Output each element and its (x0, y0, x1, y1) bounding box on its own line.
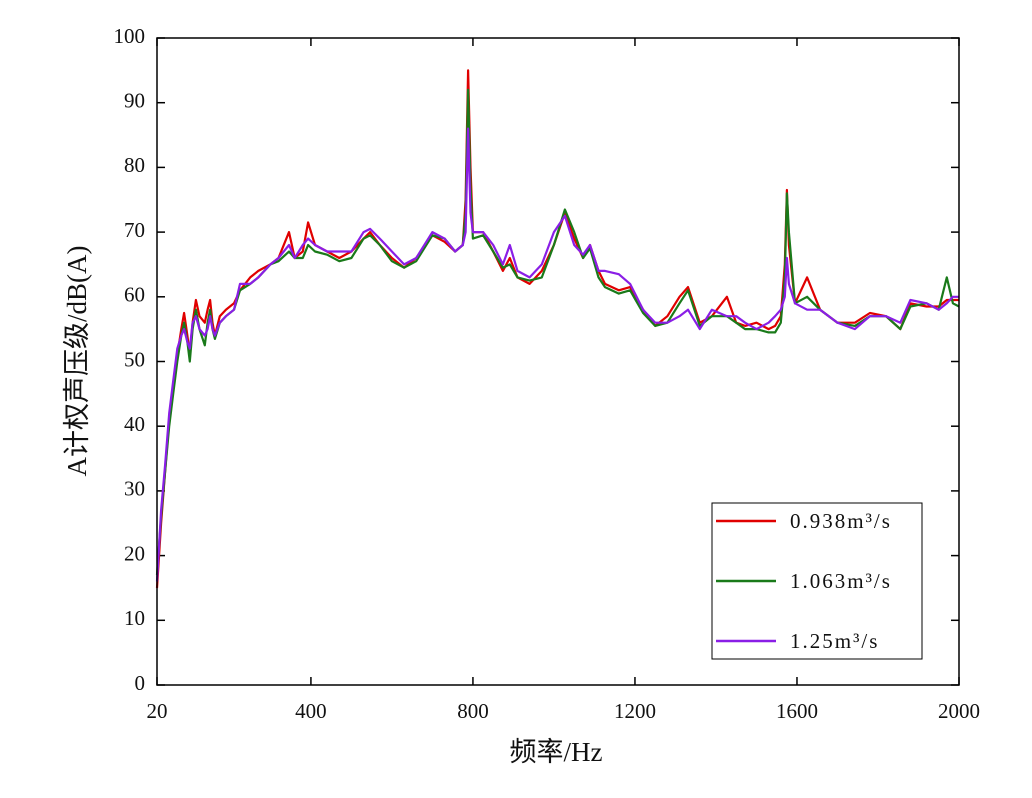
y-tick-label: 70 (124, 218, 145, 242)
y-axis-label: A计权声压级/dB(A) (62, 246, 92, 477)
plot-frame (156, 37, 960, 686)
y-tick-label: 80 (124, 153, 145, 177)
legend-label: 0.938m³/s (790, 509, 892, 533)
x-tick-label: 2000 (938, 699, 980, 723)
x-tick-label: 800 (457, 699, 489, 723)
y-tick-label: 10 (124, 606, 145, 630)
y-tick-label: 90 (124, 89, 145, 113)
y-tick-label: 0 (135, 671, 146, 695)
y-tick-label: 40 (124, 412, 145, 436)
series-line (155, 127, 959, 582)
y-tick-label: 50 (124, 347, 145, 371)
x-tick-label: 400 (295, 699, 327, 723)
legend-label: 1.063m³/s (790, 569, 892, 593)
legend-label: 1.25m³/s (790, 629, 879, 653)
x-axis-label: 频率/Hz (510, 737, 603, 767)
y-tick-label: 30 (124, 477, 145, 501)
x-tick-label: 20 (147, 699, 168, 723)
x-tick-label: 1200 (614, 699, 656, 723)
y-tick-label: 20 (124, 541, 145, 565)
y-tick-label: 100 (114, 24, 146, 48)
x-tick-label: 1600 (776, 699, 818, 723)
y-tick-label: 60 (124, 283, 145, 307)
